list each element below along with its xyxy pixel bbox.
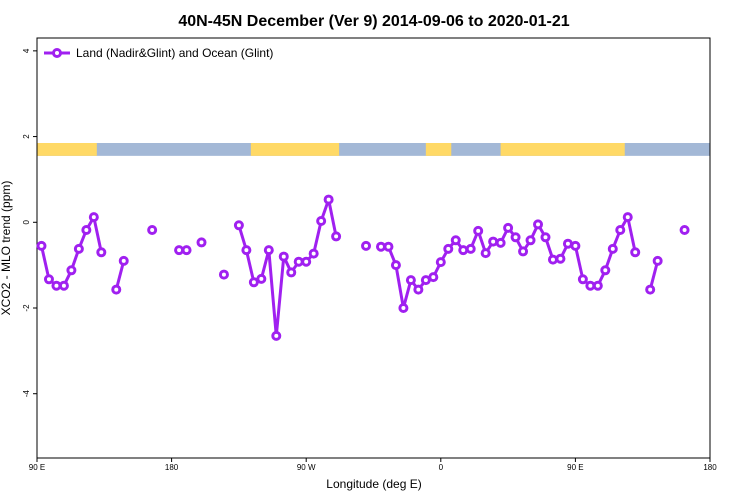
y-tick-label: 2 <box>22 134 31 139</box>
data-point <box>547 254 558 265</box>
y-axis-ticks: 4 2 0 -2 -4 <box>22 48 37 397</box>
y-tick-label: 4 <box>22 48 31 53</box>
data-point <box>435 257 446 268</box>
data-point <box>600 265 611 276</box>
data-point <box>308 248 319 259</box>
data-point <box>73 243 84 254</box>
data-point <box>256 273 267 284</box>
y-tick-label: -4 <box>22 390 31 398</box>
legend: Land (Nadir&Glint) and Ocean (Glint) <box>44 46 273 60</box>
data-point <box>36 240 47 251</box>
data-point <box>375 241 386 252</box>
data-point <box>233 220 244 231</box>
data-point <box>81 225 92 235</box>
data-point <box>465 243 476 254</box>
data-point <box>428 272 439 283</box>
data-point <box>503 222 514 233</box>
data-point <box>562 238 573 249</box>
y-axis-label: XCO2 - MLO trend (ppm) <box>0 181 13 316</box>
data-point <box>488 236 499 247</box>
data-point <box>645 284 656 295</box>
x-tick-label: 90 E <box>567 463 583 472</box>
data-point <box>174 245 185 256</box>
land-band-segment <box>37 143 97 156</box>
data-point <box>241 245 252 256</box>
data-point <box>630 247 641 258</box>
data-point <box>622 212 633 223</box>
land-band-segment <box>250 143 340 156</box>
data-point <box>286 267 297 278</box>
data-point <box>607 243 618 254</box>
data-point <box>58 280 69 291</box>
data-point <box>555 253 566 264</box>
data-point <box>147 225 158 235</box>
x-axis-ticks: 90 E 180 90 W 0 90 E 180 <box>29 458 717 472</box>
data-point <box>585 280 596 291</box>
data-point <box>473 225 484 236</box>
x-tick-label: 180 <box>165 463 179 472</box>
y-tick-label: 0 <box>22 220 31 225</box>
x-tick-label: 90 W <box>297 463 316 472</box>
land-band-segment <box>425 143 452 156</box>
chart-title: 40N-45N December (Ver 9) 2014-09-06 to 2… <box>178 13 569 30</box>
land-band-segment <box>500 143 625 156</box>
data-point <box>398 303 409 313</box>
data-point <box>458 245 469 256</box>
data-point <box>510 232 521 243</box>
x-tick-label: 0 <box>439 463 444 472</box>
data-point <box>361 240 372 251</box>
data-point <box>218 269 229 280</box>
data-point <box>525 235 536 246</box>
data-point <box>248 277 259 288</box>
data-point <box>679 225 690 235</box>
data-point <box>383 241 394 252</box>
data-point <box>51 280 62 291</box>
data-point <box>88 212 99 223</box>
data-point <box>615 225 626 235</box>
data-point <box>293 256 304 267</box>
data-point <box>271 330 282 341</box>
data-point <box>652 255 663 266</box>
data-point <box>540 232 551 243</box>
data-point <box>495 237 506 248</box>
data-point <box>66 265 77 276</box>
data-point <box>323 194 334 205</box>
data-point <box>278 251 289 262</box>
data-point <box>43 274 54 285</box>
data-point <box>577 274 588 285</box>
land-ocean-band <box>37 143 710 156</box>
data-point <box>181 245 192 256</box>
data-point <box>570 240 581 251</box>
x-tick-label: 90 E <box>29 463 45 472</box>
data-point <box>480 248 491 259</box>
x-axis-label: Longitude (deg E) <box>326 477 421 491</box>
data-point <box>443 243 454 254</box>
data-point <box>111 284 122 295</box>
data-point <box>196 237 207 248</box>
data-point <box>301 256 312 267</box>
data-point <box>420 275 431 286</box>
legend-marker <box>52 48 62 58</box>
data-point <box>592 280 603 291</box>
data-point <box>331 231 342 242</box>
series-layer <box>36 194 690 341</box>
data-point <box>450 235 461 246</box>
x-tick-label: 180 <box>703 463 717 472</box>
data-point <box>96 247 107 258</box>
data-point <box>118 255 129 266</box>
data-point <box>316 216 327 226</box>
y-tick-label: -2 <box>22 304 31 312</box>
data-point <box>413 284 424 295</box>
data-point <box>390 260 401 271</box>
data-point <box>518 246 529 257</box>
data-point <box>405 275 416 286</box>
legend-label: Land (Nadir&Glint) and Ocean (Glint) <box>76 46 273 60</box>
data-point <box>263 245 274 256</box>
data-point <box>533 219 544 230</box>
